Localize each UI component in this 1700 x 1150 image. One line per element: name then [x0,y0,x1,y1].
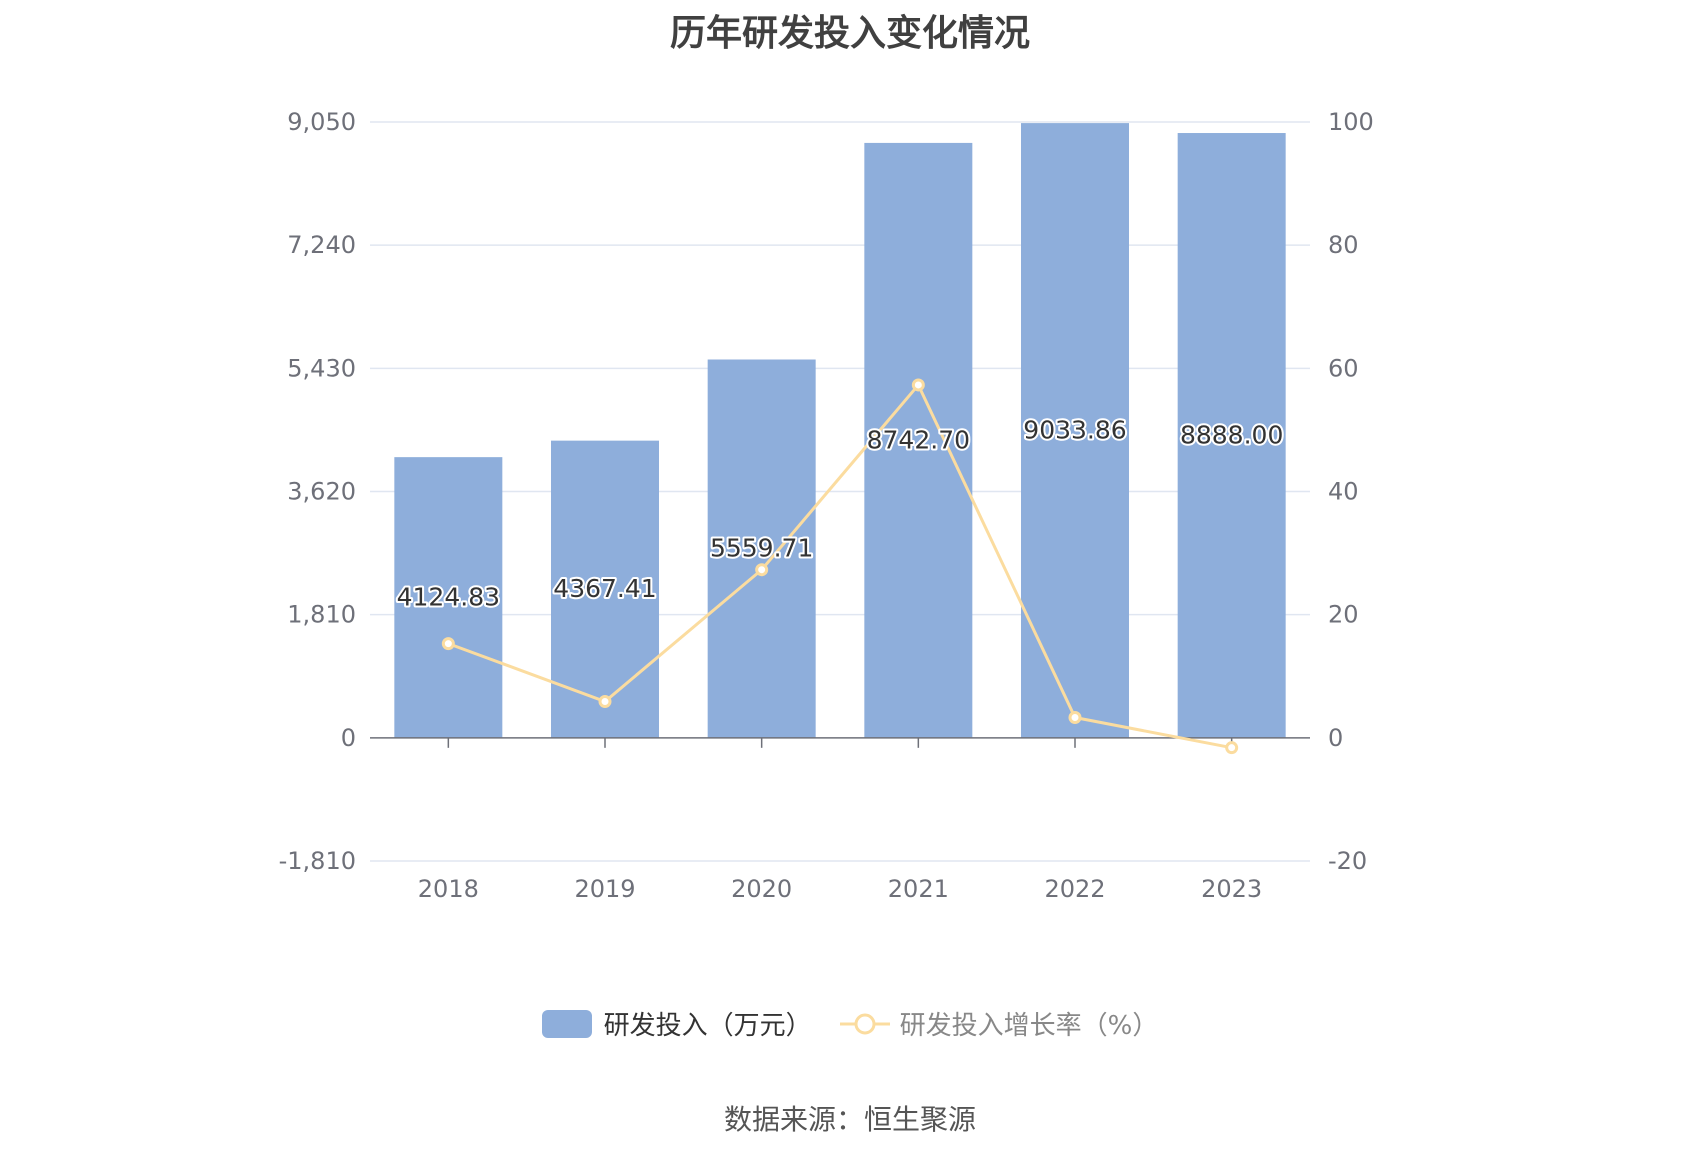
left-axis-tick-label: 1,810 [287,601,356,629]
bar-value-label: 5559.71 [710,534,813,563]
growth-rate-point [755,563,769,577]
x-axis-tick-label: 2022 [1044,875,1105,903]
left-axis-tick-label: 7,240 [287,231,356,259]
bar-value-labels: 4124.83 4367.41 5559.71 8742.70 9033.86 8888.… [395,413,1286,613]
left-axis-tick-label: 9,050 [287,108,356,136]
bar-series [394,123,1286,738]
bar-value-label: 4124.83 [397,582,500,611]
x-axis-tick-label: 2020 [731,875,792,903]
left-axis: 9,050 7,240 5,430 3,620 1,810 0 -1,810 [279,108,356,875]
right-axis-tick-label: 60 [1328,354,1359,382]
left-axis-tick-label: 0 [341,724,356,752]
growth-rate-point [598,694,612,708]
legend-item-line[interactable]: 研发投入增长率（%） [839,1005,1159,1042]
line-series [441,378,1239,755]
x-axis-tick-label: 2023 [1201,875,1262,903]
right-axis-tick-label: -20 [1328,847,1367,875]
legend-item-bar[interactable]: 研发投入（万元） [541,1005,812,1042]
right-axis-tick-label: 100 [1328,108,1374,136]
chart-title: 历年研发投入变化情况 [669,13,1030,54]
x-axis-tick-label: 2018 [418,875,479,903]
source-note: 数据来源：恒生聚源 [723,1103,976,1136]
x-axis-tick-label: 2021 [888,875,949,903]
bar [1021,123,1129,738]
right-axis-tick-label: 0 [1328,724,1343,752]
growth-rate-point [441,637,455,651]
right-axis-tick-label: 40 [1328,478,1359,506]
bar [1177,133,1286,738]
bar-value-label: 9033.86 [1023,415,1126,444]
growth-rate-line [447,382,1232,750]
right-axis: 100 80 60 40 20 0 -20 [1328,108,1374,875]
right-axis-tick-label: 20 [1328,601,1359,629]
left-axis-tick-label: 3,620 [287,478,356,506]
left-axis-tick-label: 5,430 [287,354,356,382]
legend-line-swatch-icon [839,1013,890,1034]
bar [864,142,973,738]
bar [394,457,503,738]
legend-line-label: 研发投入增长率（%） [899,1011,1159,1041]
growth-rate-point [911,378,925,392]
left-axis-tick-label: -1,810 [279,847,356,875]
x-axis: 2018 2019 2020 2021 2022 2023 [370,737,1310,903]
right-axis-tick-label: 80 [1328,231,1359,259]
bar-value-label: 8742.70 [867,425,970,454]
growth-rate-point [1068,711,1082,725]
bar-value-label: 8888.00 [1180,420,1283,449]
bar [707,359,816,738]
legend-bar-label: 研发投入（万元） [603,1011,812,1041]
grid-lines [370,121,1310,862]
growth-rate-point [1225,741,1239,755]
bar-value-label: 4367.41 [553,574,656,603]
legend: 研发投入（万元） 研发投入增长率（%） [0,1005,1700,1042]
x-axis-tick-label: 2019 [574,875,635,903]
legend-bar-swatch-icon [541,1009,592,1038]
